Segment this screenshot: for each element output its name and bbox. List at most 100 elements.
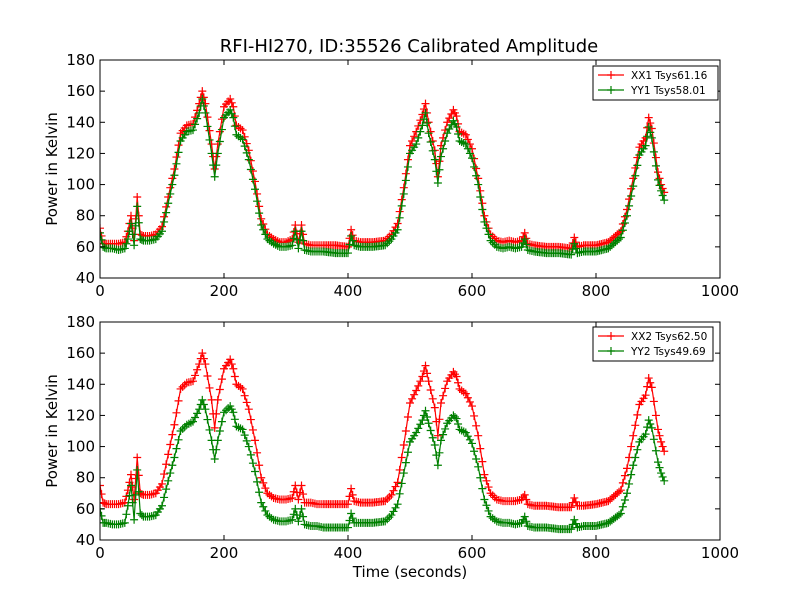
data-point bbox=[162, 485, 171, 494]
data-point bbox=[437, 436, 445, 445]
data-point bbox=[657, 437, 666, 446]
data-point bbox=[463, 432, 472, 441]
data-point bbox=[391, 482, 400, 491]
data-point bbox=[443, 118, 452, 127]
data-point bbox=[641, 391, 650, 400]
data-point bbox=[470, 447, 479, 456]
data-point bbox=[133, 202, 142, 211]
data-point bbox=[418, 372, 427, 381]
top-plot-frame bbox=[99, 59, 721, 279]
data-point bbox=[428, 394, 437, 403]
data-point bbox=[397, 479, 406, 488]
data-point bbox=[450, 412, 459, 421]
data-point bbox=[470, 162, 479, 171]
data-point bbox=[127, 470, 135, 479]
data-point bbox=[641, 141, 650, 150]
data-point bbox=[474, 431, 483, 440]
data-point bbox=[463, 144, 472, 153]
data-point bbox=[229, 113, 238, 122]
x-tick-label: 1000 bbox=[701, 282, 739, 300]
data-point bbox=[644, 416, 653, 425]
data-point bbox=[658, 472, 667, 481]
data-point bbox=[198, 395, 207, 404]
data-point bbox=[348, 514, 357, 523]
data-point bbox=[441, 424, 450, 433]
data-point bbox=[230, 415, 239, 424]
data-point bbox=[244, 155, 253, 164]
data-point bbox=[615, 235, 624, 244]
data-point bbox=[435, 448, 444, 457]
data-point bbox=[461, 130, 470, 139]
data-point bbox=[445, 125, 454, 134]
data-point bbox=[480, 217, 489, 226]
data-point bbox=[646, 119, 655, 128]
data-point bbox=[484, 506, 493, 515]
legend-swatch-marker bbox=[607, 332, 615, 340]
data-point bbox=[166, 469, 175, 478]
data-point bbox=[482, 501, 491, 510]
data-point bbox=[210, 165, 219, 173]
data-point bbox=[242, 398, 251, 407]
data-point bbox=[240, 142, 249, 151]
data-point bbox=[238, 384, 247, 393]
data-point bbox=[416, 420, 425, 429]
legend-frame bbox=[592, 65, 719, 101]
x-tick-label: 1000 bbox=[701, 544, 739, 562]
data-point bbox=[162, 460, 171, 469]
data-point bbox=[238, 126, 247, 135]
data-point bbox=[522, 495, 531, 504]
data-point bbox=[410, 390, 419, 399]
legend-entry-label: XX2 Tsys62.50 bbox=[631, 331, 707, 343]
data-point bbox=[452, 112, 461, 121]
data-point bbox=[658, 442, 667, 451]
data-point bbox=[421, 108, 430, 117]
data-point bbox=[472, 455, 481, 464]
data-point bbox=[158, 227, 166, 236]
data-point bbox=[297, 504, 306, 513]
data-point bbox=[122, 239, 131, 248]
data-point bbox=[447, 109, 456, 118]
data-point bbox=[643, 123, 652, 132]
data-point bbox=[193, 409, 202, 418]
top-plot-panel: 0 200 400 600 800 1000 40 60 80 100 120 140 160 180 P… bbox=[43, 51, 739, 300]
data-point bbox=[430, 403, 439, 412]
data-point bbox=[649, 139, 658, 148]
x-tick-label: 200 bbox=[210, 544, 239, 562]
data-point bbox=[461, 389, 470, 398]
data-point bbox=[439, 144, 448, 153]
data-point bbox=[229, 364, 238, 373]
data-point bbox=[229, 408, 238, 417]
y-tick-label: 140 bbox=[66, 113, 95, 131]
data-point bbox=[246, 450, 255, 459]
data-point bbox=[100, 490, 106, 499]
data-point bbox=[522, 240, 531, 249]
data-point bbox=[478, 484, 487, 493]
data-point bbox=[570, 493, 579, 502]
data-point bbox=[100, 235, 106, 244]
data-point bbox=[655, 174, 664, 183]
data-point bbox=[191, 413, 200, 422]
data-point bbox=[457, 426, 466, 435]
y-tick-label: 60 bbox=[76, 500, 95, 518]
data-point bbox=[393, 478, 402, 487]
data-point bbox=[184, 419, 193, 428]
data-point bbox=[660, 476, 669, 485]
data-point bbox=[657, 469, 666, 478]
data-point bbox=[251, 436, 259, 445]
data-point bbox=[226, 105, 235, 114]
data-point bbox=[172, 153, 181, 162]
data-point bbox=[297, 227, 306, 236]
data-point bbox=[452, 414, 461, 423]
data-point bbox=[660, 196, 669, 205]
data-point bbox=[299, 512, 308, 521]
data-point bbox=[170, 171, 179, 180]
data-point bbox=[646, 419, 655, 428]
data-point bbox=[654, 175, 662, 184]
data-point bbox=[437, 398, 445, 407]
data-point bbox=[130, 515, 139, 524]
data-point bbox=[441, 384, 450, 393]
data-point bbox=[423, 412, 432, 421]
data-point bbox=[259, 502, 268, 511]
data-point bbox=[520, 512, 529, 521]
